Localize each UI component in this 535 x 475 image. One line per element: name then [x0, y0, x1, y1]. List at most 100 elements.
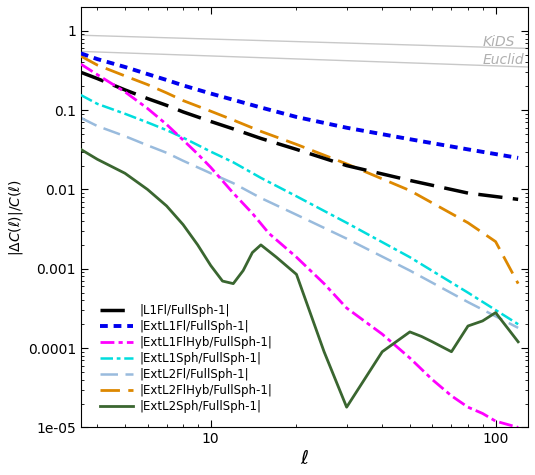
|ExtL2Sph/FullSph-1| [418, 333, 425, 339]
|ExtL2Fl/FullSph-1| [208, 171, 214, 176]
Y-axis label: $|\Delta C(\ell)|/ C(\ell)$: $|\Delta C(\ell)|/ C(\ell)$ [7, 179, 25, 256]
|L1Fl/FullSph-1| [78, 69, 84, 75]
|ExtL1Fl/FullSph-1| [407, 136, 413, 142]
|L1Fl/FullSph-1| [407, 178, 413, 183]
|ExtL2Sph/FullSph-1| [249, 250, 256, 256]
|ExtL1Sph/FullSph-1| [208, 149, 214, 154]
|ExtL2Sph/FullSph-1| [479, 318, 486, 324]
|ExtL2Fl/FullSph-1| [515, 325, 522, 331]
Text: KiDS: KiDS [483, 35, 515, 49]
|ExtL2Sph/FullSph-1| [407, 329, 413, 335]
|ExtL2Fl/FullSph-1| [230, 180, 236, 186]
|ExtL1FlHyb/FullSph-1| [515, 425, 522, 430]
|ExtL1FlHyb/FullSph-1| [163, 122, 170, 127]
|ExtL2FlHyb/FullSph-1| [208, 108, 214, 114]
Legend: |L1Fl/FullSph-1|, |ExtL1Fl/FullSph-1|, |ExtL1FlHyb/FullSph-1|, |ExtL1Sph/FullSph: |L1Fl/FullSph-1|, |ExtL1Fl/FullSph-1|, |… [100, 304, 272, 413]
|ExtL1Sph/FullSph-1| [230, 160, 236, 165]
|ExtL2Sph/FullSph-1| [163, 203, 170, 209]
Line: |ExtL1FlHyb/FullSph-1|: |ExtL1FlHyb/FullSph-1| [81, 64, 518, 428]
|ExtL2FlHyb/FullSph-1| [343, 161, 350, 167]
|ExtL1Sph/FullSph-1| [144, 120, 151, 125]
X-axis label: $\ell$: $\ell$ [300, 449, 309, 468]
|ExtL1FlHyb/FullSph-1| [448, 393, 455, 399]
|ExtL1Sph/FullSph-1| [407, 254, 413, 260]
|ExtL2FlHyb/FullSph-1| [180, 98, 186, 104]
|ExtL1Sph/FullSph-1| [180, 135, 186, 141]
|ExtL2Sph/FullSph-1| [230, 281, 236, 286]
|ExtL2Sph/FullSph-1| [429, 339, 435, 345]
|ExtL1Sph/FullSph-1| [343, 220, 350, 226]
Line: |ExtL1Sph/FullSph-1|: |ExtL1Sph/FullSph-1| [81, 95, 518, 324]
|ExtL1Fl/FullSph-1| [230, 97, 236, 103]
Line: |ExtL2FlHyb/FullSph-1|: |ExtL2FlHyb/FullSph-1| [81, 56, 518, 284]
|L1Fl/FullSph-1| [180, 109, 186, 115]
|ExtL1Sph/FullSph-1| [515, 322, 522, 327]
|ExtL1FlHyb/FullSph-1| [492, 418, 499, 424]
|ExtL2Sph/FullSph-1| [208, 263, 214, 268]
|ExtL2Fl/FullSph-1| [122, 133, 128, 139]
|ExtL1FlHyb/FullSph-1| [379, 331, 385, 337]
|ExtL1FlHyb/FullSph-1| [94, 72, 101, 77]
|ExtL2Fl/FullSph-1| [343, 236, 350, 241]
|ExtL2Sph/FullSph-1| [492, 310, 499, 315]
|ExtL1FlHyb/FullSph-1| [429, 377, 435, 382]
|ExtL1FlHyb/FullSph-1| [195, 151, 201, 157]
Text: Euclid: Euclid [483, 53, 524, 67]
|ExtL2FlHyb/FullSph-1| [515, 281, 522, 286]
|ExtL1Fl/FullSph-1| [144, 71, 151, 77]
|ExtL2FlHyb/FullSph-1| [78, 53, 84, 59]
|L1Fl/FullSph-1| [122, 87, 128, 93]
|ExtL2Fl/FullSph-1| [78, 115, 84, 121]
|ExtL1Fl/FullSph-1| [343, 125, 350, 131]
|ExtL1FlHyb/FullSph-1| [465, 404, 471, 410]
|ExtL1FlHyb/FullSph-1| [144, 105, 151, 111]
|ExtL1FlHyb/FullSph-1| [407, 355, 413, 361]
|ExtL1Fl/FullSph-1| [258, 104, 264, 110]
|ExtL2Sph/FullSph-1| [195, 242, 201, 248]
|ExtL1FlHyb/FullSph-1| [343, 305, 350, 311]
|ExtL1Fl/FullSph-1| [293, 114, 300, 120]
|ExtL1Sph/FullSph-1| [293, 193, 300, 199]
|ExtL2Sph/FullSph-1| [379, 349, 385, 354]
|L1Fl/FullSph-1| [258, 135, 264, 141]
|ExtL1FlHyb/FullSph-1| [479, 410, 486, 416]
Line: |ExtL1Fl/FullSph-1|: |ExtL1Fl/FullSph-1| [81, 53, 518, 158]
Line: |ExtL2Sph/FullSph-1|: |ExtL2Sph/FullSph-1| [81, 150, 518, 407]
|ExtL2Fl/FullSph-1| [465, 299, 471, 305]
|ExtL1Sph/FullSph-1| [163, 127, 170, 133]
|ExtL1Fl/FullSph-1| [78, 50, 84, 56]
|L1Fl/FullSph-1| [208, 119, 214, 124]
|L1Fl/FullSph-1| [230, 126, 236, 132]
|ExtL1Sph/FullSph-1| [94, 101, 101, 107]
|ExtL1FlHyb/FullSph-1| [321, 281, 327, 286]
Line: |L1Fl/FullSph-1|: |L1Fl/FullSph-1| [81, 72, 518, 200]
|L1Fl/FullSph-1| [515, 197, 522, 202]
|ExtL2FlHyb/FullSph-1| [230, 117, 236, 123]
|ExtL2FlHyb/FullSph-1| [163, 90, 170, 96]
|ExtL1FlHyb/FullSph-1| [249, 210, 256, 216]
|ExtL1Fl/FullSph-1| [208, 91, 214, 96]
|ExtL2Sph/FullSph-1| [448, 349, 455, 354]
Line: |ExtL2Fl/FullSph-1|: |ExtL2Fl/FullSph-1| [81, 118, 518, 328]
|ExtL2FlHyb/FullSph-1| [465, 220, 471, 226]
|L1Fl/FullSph-1| [144, 95, 151, 101]
|ExtL2Sph/FullSph-1| [465, 323, 471, 329]
|ExtL1Fl/FullSph-1| [163, 77, 170, 83]
|L1Fl/FullSph-1| [293, 147, 300, 152]
|ExtL2FlHyb/FullSph-1| [293, 142, 300, 147]
|ExtL1Sph/FullSph-1| [258, 175, 264, 180]
|ExtL2Sph/FullSph-1| [78, 147, 84, 152]
|ExtL2Sph/FullSph-1| [240, 268, 247, 274]
|ExtL2Fl/FullSph-1| [144, 142, 151, 148]
|ExtL2Sph/FullSph-1| [343, 404, 350, 410]
|ExtL2Fl/FullSph-1| [293, 212, 300, 218]
|ExtL1Sph/FullSph-1| [122, 111, 128, 117]
|L1Fl/FullSph-1| [343, 163, 350, 169]
|ExtL2Sph/FullSph-1| [515, 339, 522, 345]
|ExtL1Fl/FullSph-1| [122, 64, 128, 70]
|ExtL1Fl/FullSph-1| [94, 56, 101, 62]
|L1Fl/FullSph-1| [94, 76, 101, 81]
|ExtL2Sph/FullSph-1| [219, 278, 226, 284]
|ExtL2FlHyb/FullSph-1| [144, 82, 151, 87]
|ExtL2FlHyb/FullSph-1| [94, 62, 101, 68]
